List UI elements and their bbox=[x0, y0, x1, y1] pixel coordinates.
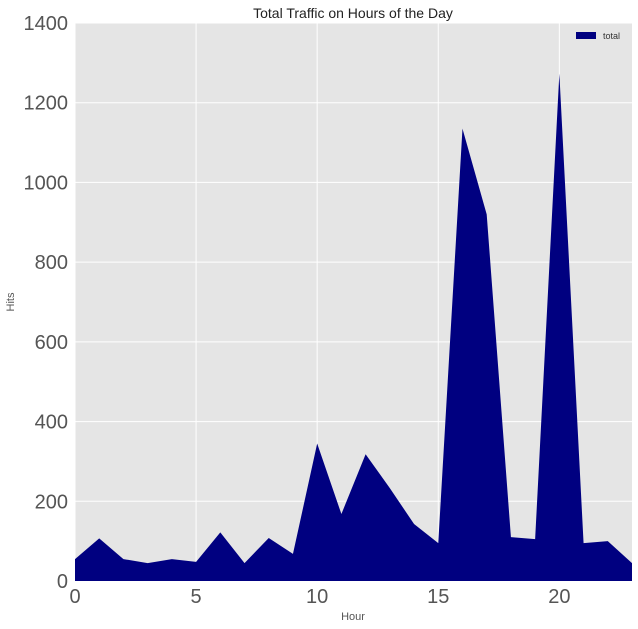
grid-lines bbox=[74, 22, 632, 582]
x-tick-label: 0 bbox=[69, 586, 80, 608]
legend: total bbox=[576, 31, 620, 41]
legend-swatch-total bbox=[576, 32, 596, 39]
y-tick-label: 800 bbox=[35, 252, 68, 274]
x-tick-label: 20 bbox=[548, 586, 570, 608]
y-tick-label: 200 bbox=[35, 491, 68, 513]
y-tick-label: 1000 bbox=[24, 172, 69, 194]
x-tick-label: 10 bbox=[306, 586, 328, 608]
legend-label-total: total bbox=[603, 31, 620, 41]
x-tick-label: 15 bbox=[427, 586, 449, 608]
chart-title: Total Traffic on Hours of the Day bbox=[253, 5, 453, 21]
area-series-total bbox=[75, 73, 632, 582]
y-axis-label: Hits bbox=[5, 292, 17, 311]
y-tick-label: 1400 bbox=[24, 13, 69, 35]
x-tick-labels: 0 5 10 15 20 bbox=[69, 586, 570, 608]
y-tick-label: 1200 bbox=[24, 93, 69, 115]
y-tick-label: 600 bbox=[35, 332, 68, 354]
y-tick-label: 400 bbox=[35, 412, 68, 434]
y-tick-label: 0 bbox=[57, 571, 68, 593]
y-tick-labels: 0 200 400 600 800 1000 1200 1400 bbox=[24, 13, 69, 593]
x-tick-label: 5 bbox=[191, 586, 202, 608]
x-axis-label: Hour bbox=[341, 611, 365, 623]
